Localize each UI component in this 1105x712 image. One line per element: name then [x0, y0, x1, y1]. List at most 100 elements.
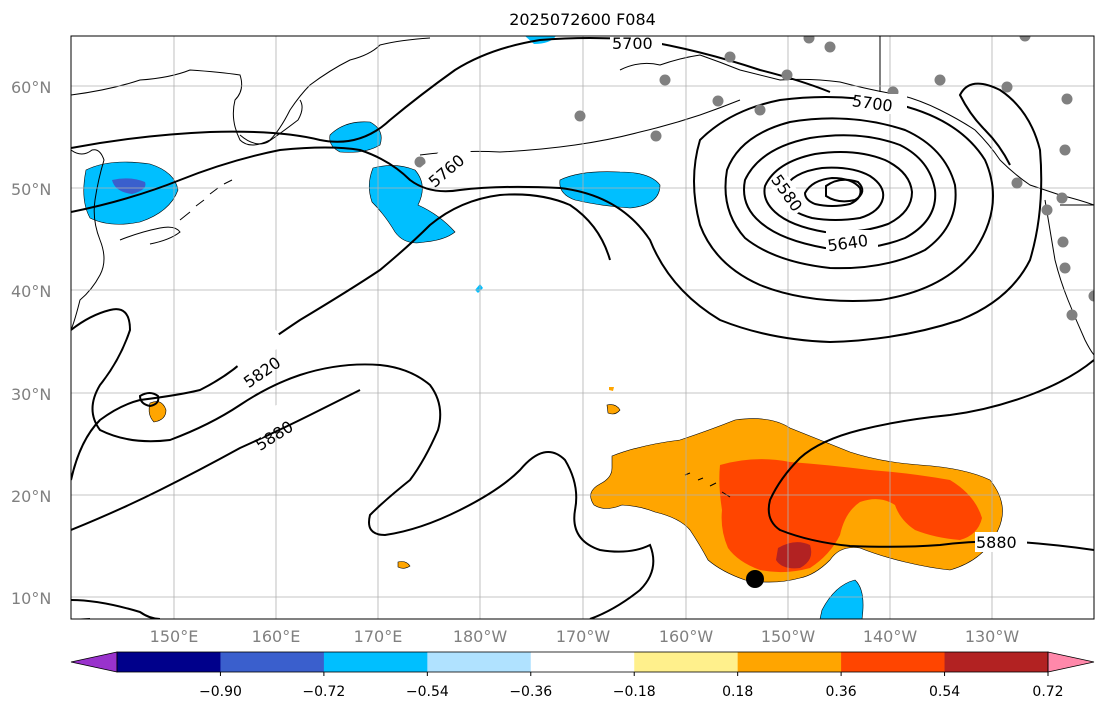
station-dot	[1061, 93, 1073, 105]
colorbar-segment	[944, 652, 1049, 672]
station-dot	[781, 69, 793, 81]
station-dot	[712, 95, 724, 107]
station-dot	[1001, 81, 1013, 93]
station-dot	[1059, 262, 1071, 274]
lon-label: 130°W	[965, 627, 1020, 646]
station-dot	[1056, 192, 1068, 204]
kuril-chain	[179, 179, 233, 221]
colorbar-tick-label: 0.36	[826, 684, 857, 700]
warm-region-red	[719, 459, 982, 573]
warm-spot-1	[148, 401, 167, 423]
lat-label: 20°N	[11, 487, 51, 506]
height-contours	[71, 37, 1094, 619]
contour-ring-5	[782, 166, 885, 221]
contour-5820	[71, 193, 611, 481]
colorbar: −0.90 −0.72 −0.54 −0.36 −0.18 0.18 0.36 0.54 0.7…	[70, 651, 1095, 700]
cool-region-6	[819, 579, 864, 619]
longitude-axis: 150°E 160°E 170°E 180°W 170°W 160°W 150°…	[150, 627, 1020, 646]
contour-center	[825, 178, 864, 203]
contour-5700-west	[71, 37, 831, 149]
coast-japan	[119, 226, 181, 245]
hawaii-islands	[684, 472, 731, 498]
lon-label: 180°W	[453, 627, 508, 646]
station-dot	[1041, 204, 1053, 216]
colorbar-segment	[427, 652, 532, 672]
coast-kamchatka	[239, 99, 303, 145]
station-dot	[574, 110, 586, 122]
lon-label: 170°W	[556, 627, 611, 646]
warm-spot-4	[609, 387, 614, 391]
contour-5880-east	[767, 359, 1094, 551]
colorbar-tick-label: −0.90	[199, 684, 242, 700]
station-dot	[934, 74, 946, 86]
station-dot	[659, 74, 671, 86]
colorbar-segment	[737, 652, 842, 672]
cool-region-1-inner	[112, 178, 146, 194]
lon-label: 160°E	[252, 627, 301, 646]
coastlines	[71, 36, 1094, 498]
colorbar-tick-label: −0.54	[406, 684, 449, 700]
colorbar-frame	[116, 651, 1049, 673]
colorbar-segment	[841, 652, 946, 672]
station-dot	[1088, 290, 1094, 302]
colorbar-extend-low	[70, 651, 118, 673]
aleutians	[419, 99, 741, 156]
contour-5880-a	[71, 389, 361, 531]
latitude-axis: 60°N 50°N 40°N 30°N 20°N 10°N	[11, 78, 51, 608]
station-dot	[724, 51, 736, 63]
contour-label: 5880	[976, 533, 1017, 552]
colorbar-tick-label: 0.18	[722, 684, 753, 700]
station-dot	[414, 156, 426, 168]
lon-label: 160°W	[659, 627, 714, 646]
lat-label: 10°N	[11, 589, 51, 608]
station-dot	[1066, 309, 1078, 321]
lat-label: 50°N	[11, 180, 51, 199]
colorbar-segment	[323, 652, 428, 672]
map-title: 2025072600 F084	[509, 10, 656, 29]
lat-label: 60°N	[11, 78, 51, 97]
station-dot	[803, 36, 815, 44]
colorbar-segment	[220, 652, 325, 672]
lon-label: 150°W	[761, 627, 816, 646]
contour-5880-b	[71, 599, 161, 619]
cool-spot-7	[475, 284, 483, 293]
lat-label: 30°N	[11, 385, 51, 404]
station-dot	[1057, 236, 1069, 248]
colorbar-segment	[117, 652, 221, 672]
warm-region-dark	[776, 542, 812, 569]
contour-label: 5700	[612, 34, 653, 53]
grid-lines	[71, 36, 1094, 619]
lon-label: 140°W	[863, 627, 918, 646]
station-dot	[650, 130, 662, 142]
plot-frame	[70, 35, 1095, 620]
cool-region-3	[368, 165, 456, 244]
contour-ring-4	[763, 151, 914, 234]
station-markers	[414, 36, 1094, 321]
contour-5700-low	[693, 95, 994, 302]
colorbar-tick-label: −0.18	[613, 684, 656, 700]
anomaly-shading	[83, 36, 1003, 619]
warm-spot-3	[397, 561, 411, 569]
colorbar-tick-label: 0.54	[929, 684, 960, 700]
contour-ring-3	[743, 134, 937, 250]
colorbar-segment	[634, 652, 739, 672]
cool-region-4	[559, 171, 661, 209]
colorbar-segment	[530, 652, 635, 672]
station-dot	[754, 104, 766, 116]
station-dot	[824, 41, 836, 53]
warm-spot-2	[606, 404, 621, 415]
colorbar-tick-label: −0.72	[302, 684, 345, 700]
station-dot	[1059, 144, 1071, 156]
contour-5640-ring	[724, 117, 957, 270]
station-dot	[1011, 177, 1023, 189]
storm-position-marker	[746, 570, 764, 588]
colorbar-tick-label: 0.72	[1032, 684, 1063, 700]
contour-5880-loop	[138, 392, 160, 408]
lat-label: 40°N	[11, 282, 51, 301]
coast-na-west	[1044, 199, 1094, 356]
contour-5760	[71, 82, 1043, 344]
colorbar-tick-label: −0.36	[509, 684, 552, 700]
border-canada-us	[879, 36, 1094, 206]
coast-asia-north	[71, 37, 431, 146]
